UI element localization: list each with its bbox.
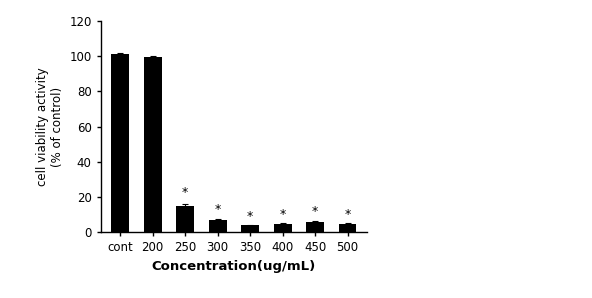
Bar <box>208 220 227 232</box>
Bar <box>176 206 194 232</box>
Text: *: * <box>247 209 253 223</box>
Text: *: * <box>182 187 188 199</box>
Bar <box>339 224 356 232</box>
Text: *: * <box>312 205 318 218</box>
Text: *: * <box>345 208 350 221</box>
X-axis label: Concentration(ug/mL): Concentration(ug/mL) <box>152 260 316 273</box>
Y-axis label: cell viability activity
(% of control): cell viability activity (% of control) <box>36 67 64 186</box>
Bar <box>274 224 291 232</box>
Bar <box>241 225 259 232</box>
Text: *: * <box>214 204 221 216</box>
Bar <box>144 57 162 232</box>
Text: *: * <box>279 208 286 221</box>
Bar <box>306 222 324 232</box>
Bar <box>111 54 129 232</box>
